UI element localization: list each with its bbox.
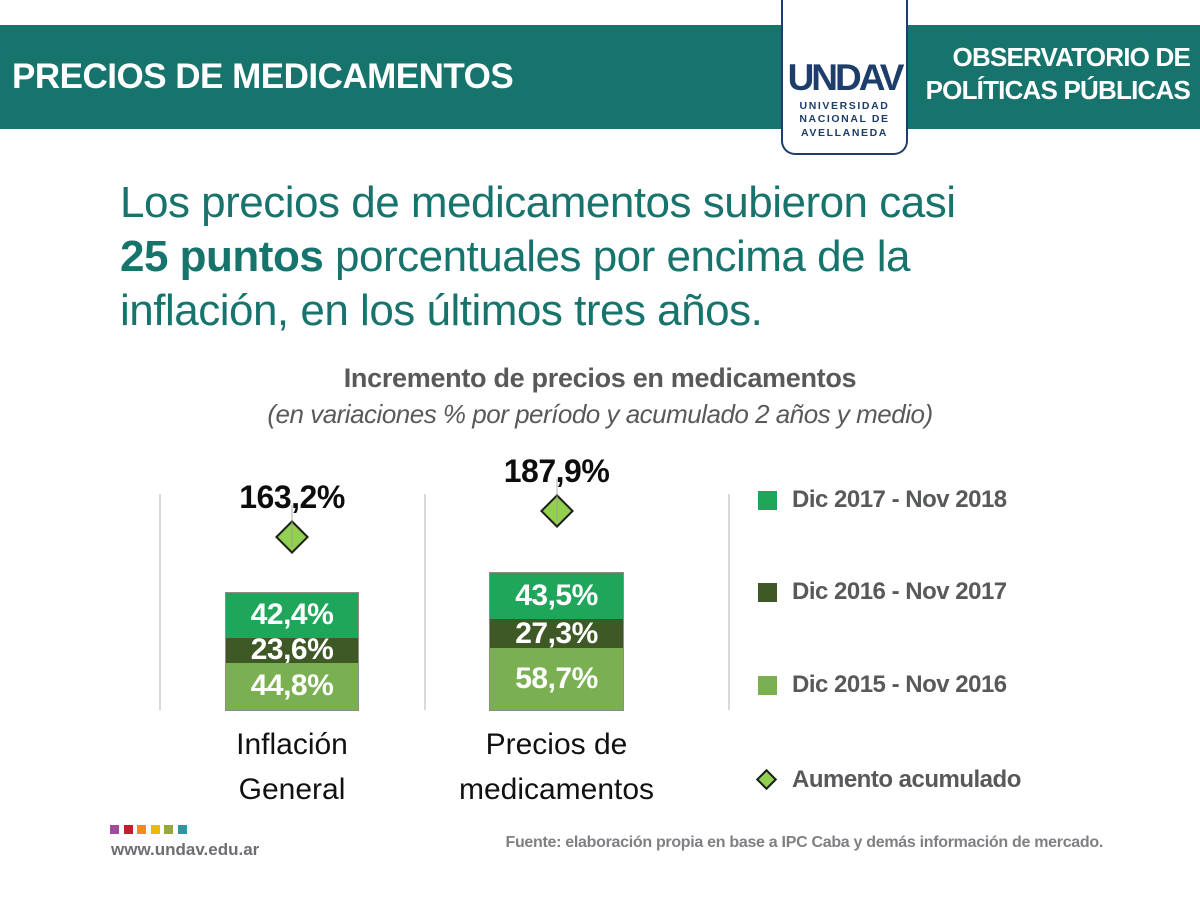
- bar-segment: 42,4%: [226, 592, 358, 638]
- bar-segment: 44,8%: [226, 662, 358, 710]
- chart-title: Incremento de precios en medicamentos: [343, 363, 857, 393]
- header-bar: PRECIOS DE MEDICAMENTOS OBSERVATORIO DE …: [0, 25, 1200, 129]
- headline-line3: inflación, en los últimos tres años.: [120, 286, 763, 335]
- observatory-line2: POLÍTICAS PÚBLICAS: [925, 75, 1191, 105]
- brand-color-dot: [137, 825, 146, 834]
- bar-segment-value: 58,7%: [515, 661, 598, 695]
- headline-line2: 25 puntos porcentuales por encima de la: [120, 232, 910, 281]
- undav-color-dots: [110, 825, 187, 834]
- undav-logo-wordmark: UNDAV: [787, 56, 905, 98]
- legend-label: Aumento acumulado: [792, 766, 1021, 793]
- category-separator-line: [728, 494, 730, 710]
- bar-segment: 58,7%: [490, 647, 623, 710]
- headline: Los precios de medicamentos subieron cas…: [120, 176, 1110, 338]
- category-label-line: Precios de: [485, 728, 628, 761]
- bar-segment: 27,3%: [490, 616, 623, 650]
- legend-swatch: [758, 583, 777, 602]
- legend-diamond-icon: [755, 768, 778, 791]
- bar-segment-value: 27,3%: [515, 616, 598, 650]
- bar-segment-value: 23,6%: [250, 633, 334, 667]
- undav-logo: UNDAV UNIVERSIDAD NACIONAL DE AVELLANEDA: [781, 0, 908, 155]
- observatory-line1: OBSERVATORIO DE: [952, 42, 1191, 72]
- bar-segment: 43,5%: [490, 573, 623, 620]
- observatory-title: OBSERVATORIO DE POLÍTICAS PÚBLICAS: [925, 41, 1191, 107]
- stacked-bar: 42,4% 23,6% 44,8%: [225, 591, 359, 711]
- accumulated-value-label: 187,9%: [503, 453, 610, 490]
- source-note: Fuente: elaboración propia en base a IPC…: [505, 834, 1103, 851]
- brand-color-dot: [164, 825, 173, 834]
- marker-connector-line: [555, 479, 558, 522]
- category-label: Precios de medicamentos: [397, 722, 717, 812]
- website-url: www.undav.edu.ar: [111, 840, 260, 859]
- brand-color-dot: [177, 825, 187, 834]
- stacked-bar: 43,5% 27,3% 58,7%: [489, 572, 624, 711]
- bar-segment-value: 44,8%: [250, 669, 334, 703]
- brand-color-dot: [123, 825, 133, 834]
- legend-label: Dic 2016 - Nov 2017: [792, 578, 1007, 605]
- category-label-line: General: [238, 773, 346, 806]
- legend-label: Dic 2017 - Nov 2018: [792, 486, 1007, 513]
- headline-line1: Los precios de medicamentos subieron cas…: [120, 178, 956, 227]
- brand-color-dot: [110, 825, 119, 834]
- chart-subtitle: (en variaciones % por período y acumulad…: [267, 399, 933, 429]
- category-separator-line: [159, 494, 161, 710]
- legend-label: Dic 2015 - Nov 2016: [792, 671, 1007, 698]
- undav-logo-line3: AVELLANEDA: [801, 126, 888, 139]
- legend-swatch: [758, 676, 777, 695]
- undav-logo-line2: NACIONAL DE: [799, 113, 890, 125]
- category-label-line: medicamentos: [458, 773, 655, 806]
- brand-color-dot: [150, 825, 160, 834]
- accumulated-value-label: 163,2%: [239, 479, 345, 516]
- legend-swatch: [758, 491, 777, 510]
- page-title: PRECIOS DE MEDICAMENTOS: [12, 57, 514, 96]
- category-separator-line: [424, 494, 426, 710]
- bar-segment-value: 43,5%: [515, 579, 598, 613]
- undav-logo-line1: UNIVERSIDAD: [799, 99, 890, 112]
- category-label: Inflación General: [132, 722, 452, 812]
- bar-segment-value: 42,4%: [250, 598, 334, 632]
- marker-connector-line: [291, 505, 293, 548]
- headline-emphasis: 25 puntos: [120, 232, 324, 281]
- category-label-line: Inflación: [236, 728, 348, 761]
- bar-segment: 23,6%: [226, 633, 358, 666]
